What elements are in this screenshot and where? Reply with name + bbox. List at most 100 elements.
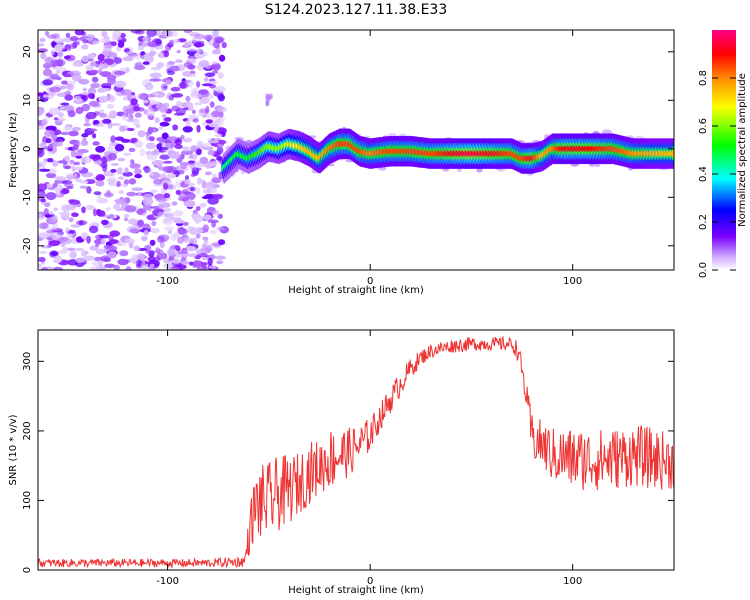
- noise-blob: [65, 83, 73, 89]
- noise-blob: [62, 211, 70, 217]
- noise-blob: [595, 163, 600, 167]
- noise-blob: [188, 261, 194, 266]
- snr-x-ticks: -100 0 100: [156, 330, 582, 587]
- noise-blob: [192, 118, 199, 123]
- snr-series-line: [38, 335, 674, 569]
- snr-panel: -100 0 100 0 100 200 300 Height of straight l…: [8, 329, 675, 596]
- noise-blob: [98, 95, 108, 104]
- noise-blob: [194, 33, 205, 40]
- noise-blob: [193, 42, 205, 48]
- noise-blob: [162, 166, 174, 174]
- noise-blob: [203, 189, 212, 194]
- noise-blob: [211, 60, 218, 66]
- noise-blob: [73, 161, 81, 166]
- noise-blob: [110, 169, 117, 173]
- noise-blob: [38, 183, 48, 191]
- noise-blob: [129, 228, 139, 234]
- noise-blob: [86, 235, 91, 244]
- noise-blob: [134, 140, 144, 149]
- noise-blob: [150, 227, 160, 234]
- noise-blob: [125, 50, 134, 56]
- noise-blob: [204, 171, 212, 176]
- noise-blob: [177, 236, 184, 244]
- noise-blob: [209, 101, 215, 108]
- noise-blob: [171, 93, 184, 98]
- noise-blob: [211, 49, 221, 55]
- noise-blob: [38, 161, 47, 166]
- noise-blob: [126, 127, 135, 132]
- noise-blob: [146, 109, 155, 117]
- noise-blob: [188, 192, 196, 201]
- noise-blob: [203, 142, 212, 149]
- noise-blob: [93, 191, 102, 196]
- noise-blob: [387, 133, 397, 137]
- noise-blob: [67, 110, 76, 118]
- noise-blob: [108, 110, 118, 119]
- noise-blob: [46, 148, 53, 152]
- noise-blob: [189, 187, 195, 192]
- colorbar-tick-label: 0.6: [698, 118, 709, 134]
- noise-blob: [193, 153, 198, 161]
- noise-blob: [149, 72, 162, 79]
- noise-blob: [199, 156, 209, 164]
- noise-blob: [196, 48, 204, 54]
- noise-blob: [155, 247, 161, 254]
- noise-blob: [64, 44, 71, 50]
- noise-blob: [175, 138, 181, 143]
- noise-blob: [177, 250, 189, 255]
- spectrogram-x-axis-label: Height of straight line (km): [288, 285, 424, 296]
- noise-blob: [64, 94, 73, 101]
- noise-blob: [157, 211, 169, 218]
- noise-blob: [91, 260, 102, 267]
- noise-blob: [45, 31, 50, 36]
- noise-blob: [38, 257, 46, 262]
- noise-blob: [39, 168, 51, 172]
- noise-blob: [190, 92, 203, 99]
- noise-blob: [49, 86, 61, 93]
- noise-blob: [148, 103, 153, 111]
- snr-x-axis-label: Height of straight line (km): [288, 585, 424, 596]
- noise-blob: [149, 51, 155, 57]
- noise-blob: [163, 226, 175, 231]
- noise-blob: [106, 176, 118, 184]
- noise-blob: [205, 119, 213, 124]
- noise-blob: [38, 43, 45, 47]
- noise-blob: [50, 251, 59, 257]
- noise-blob: [61, 243, 66, 248]
- noise-blob: [175, 59, 183, 63]
- noise-blob: [95, 145, 106, 153]
- noise-blob: [137, 219, 145, 227]
- noise-blob: [56, 119, 64, 124]
- noise-blob: [114, 70, 126, 76]
- spectrogram-noise-layer: [38, 30, 674, 270]
- noise-blob: [185, 73, 197, 77]
- noise-blob: [114, 80, 127, 88]
- noise-blob: [79, 180, 89, 184]
- noise-blob: [81, 44, 89, 50]
- noise-blob: [169, 39, 174, 45]
- noise-blob: [216, 260, 224, 265]
- noise-blob: [164, 217, 171, 224]
- noise-blob: [136, 253, 146, 260]
- noise-blob: [119, 33, 126, 38]
- noise-blob: [54, 176, 67, 182]
- noise-blob: [203, 239, 209, 244]
- noise-blob: [38, 92, 43, 97]
- noise-blob: [217, 106, 227, 112]
- noise-blob: [157, 235, 165, 243]
- noise-blob: [196, 124, 201, 133]
- colorbar-tick-label: 0.8: [698, 70, 709, 86]
- noise-blob: [187, 160, 196, 164]
- noise-blob: [214, 133, 223, 137]
- noise-blob: [68, 199, 81, 205]
- noise-blob: [89, 54, 96, 59]
- noise-blob: [112, 203, 121, 210]
- noise-blob: [125, 108, 135, 115]
- noise-blob: [165, 142, 172, 148]
- noise-blob: [155, 38, 162, 45]
- noise-blob: [204, 72, 216, 78]
- noise-blob: [133, 245, 141, 252]
- noise-blob: [99, 71, 112, 77]
- noise-blob: [38, 232, 50, 239]
